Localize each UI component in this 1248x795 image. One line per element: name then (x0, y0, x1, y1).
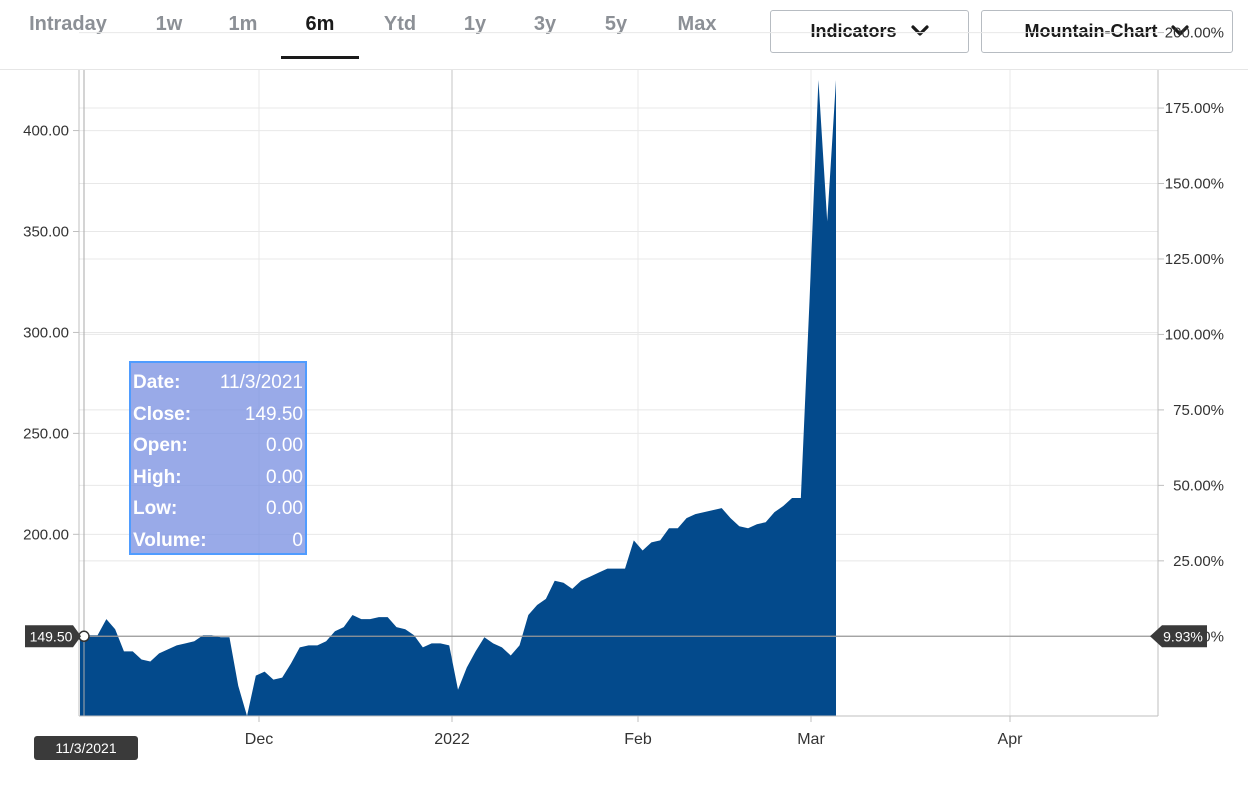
y-tick-label: 200.00 (23, 526, 69, 543)
chart-type-dropdown[interactable]: Mountain-Chart (981, 10, 1233, 53)
tab-intraday[interactable]: Intraday (29, 13, 107, 35)
y2-tick-label: 175.00% (1165, 100, 1224, 117)
y2-tick-label: 50.00% (1173, 477, 1224, 494)
indicators-dropdown[interactable]: Indicators (770, 10, 969, 53)
x-tick-label: Mar (797, 731, 825, 748)
tooltip-value: 149.50 (244, 403, 303, 425)
tab-max[interactable]: Max (677, 13, 717, 35)
tooltip-row: Date: 11/3/2021 (133, 367, 303, 399)
tooltip-value: 0.00 (266, 466, 303, 488)
y2-tick-label: 125.00% (1165, 251, 1224, 268)
tab-1w[interactable]: 1w (155, 13, 183, 35)
tooltip-value: 11/3/2021 (219, 372, 303, 393)
crosshair-change-label: 9.93% (1163, 628, 1203, 644)
header-divider (0, 69, 1248, 70)
y2-tick-label: 25.00% (1173, 553, 1224, 570)
x-tick-label: 2022 (434, 731, 470, 748)
tooltip-row: Volume: 0 (133, 525, 303, 557)
tooltip-label: High: (133, 466, 182, 488)
tab-ytd[interactable]: Ytd (383, 13, 417, 35)
y2-tick-label: 75.00% (1173, 402, 1224, 419)
crosshair-date-label: 11/3/2021 (55, 740, 116, 756)
tooltip-row: Low: 0.00 (133, 493, 303, 525)
tooltip-label: Date: (133, 372, 181, 393)
y-tick-label: 400.00 (23, 123, 69, 140)
crosshair-value-label: 149.50 (30, 628, 73, 644)
tooltip-row: Close: 149.50 (133, 399, 303, 431)
y-tick-label: 250.00 (23, 425, 69, 442)
tooltip-label: Volume: (133, 529, 207, 551)
tooltip-label: Close: (133, 403, 192, 425)
tab-5y[interactable]: 5y (604, 13, 628, 35)
price-area (80, 80, 836, 716)
x-tick-label: Apr (998, 731, 1024, 748)
tab-3y[interactable]: 3y (533, 13, 557, 35)
y2-tick-label: 200.00% (1165, 25, 1224, 42)
crosshair-value-badge (25, 625, 81, 648)
y2-tick-label: 150.00% (1165, 176, 1224, 193)
tab-6m[interactable]: 6m (281, 0, 359, 59)
crosshair-date-badge (34, 736, 138, 760)
tab-1y[interactable]: 1y (463, 13, 487, 35)
data-tooltip: Date: 11/3/2021 Close: 149.50 Open: 0.00 High:… (129, 361, 307, 555)
tooltip-value: 0.00 (266, 435, 303, 456)
tooltip-label: Open: (133, 435, 188, 456)
chevron-down-icon (910, 21, 929, 42)
y-tick-label: 300.00 (23, 324, 69, 341)
crosshair-change-badge (1150, 625, 1207, 648)
tooltip-value: 0 (292, 529, 303, 551)
tooltip-row: High: 0.00 (133, 462, 303, 494)
x-tick-label: Feb (624, 731, 652, 748)
tooltip-label: Low: (133, 498, 178, 519)
tooltip-value: 0.00 (266, 498, 303, 519)
indicators-label: Indicators (810, 21, 897, 41)
x-tick-label: Dec (245, 731, 273, 748)
y-tick-label: 350.00 (23, 224, 69, 241)
chart-type-label: Mountain-Chart (1024, 21, 1158, 41)
chevron-down-icon (1171, 21, 1190, 42)
tab-1m[interactable]: 1m (228, 13, 258, 35)
tooltip-row: Open: 0.00 (133, 430, 303, 462)
y2-tick-label: 100.00% (1165, 326, 1224, 343)
